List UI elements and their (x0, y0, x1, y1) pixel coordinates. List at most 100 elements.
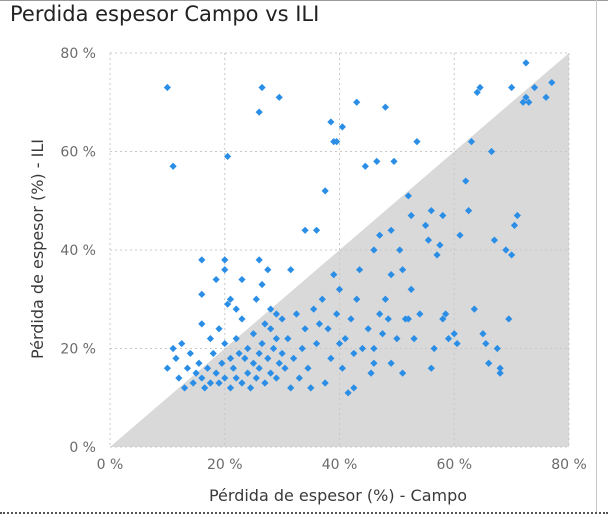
y-tick-label: 40 % (60, 243, 96, 259)
data-point (264, 266, 272, 274)
data-point (226, 384, 235, 392)
data-point (508, 83, 516, 92)
data-point (218, 359, 226, 367)
data-point (378, 330, 387, 338)
data-point (238, 275, 246, 284)
data-point (310, 305, 318, 313)
data-point (513, 211, 521, 220)
data-point (355, 266, 364, 274)
x-tick-label: 20 % (207, 457, 243, 473)
data-point (215, 325, 223, 333)
data-point (252, 295, 260, 303)
y-axis-label: Pérdida de espesor (%) - ILI (28, 139, 47, 359)
data-point (321, 379, 329, 387)
data-point (201, 384, 209, 392)
data-point (505, 315, 513, 323)
data-point (493, 344, 501, 353)
frame-top-border (0, 0, 608, 1)
data-point (330, 271, 338, 279)
data-point (261, 379, 269, 387)
x-tick-label: 60 % (436, 457, 472, 473)
data-point (387, 271, 395, 279)
data-point (373, 157, 381, 165)
data-point (321, 187, 329, 195)
data-point (281, 364, 289, 372)
data-point (255, 256, 263, 264)
data-point (384, 315, 392, 323)
data-point (301, 325, 309, 333)
data-point (404, 315, 412, 323)
data-point (404, 192, 412, 200)
data-point (189, 379, 197, 387)
data-points (163, 59, 556, 397)
x-tick-label: 80 % (551, 457, 587, 473)
data-point (407, 211, 415, 220)
data-point (470, 305, 478, 313)
data-point (232, 305, 240, 313)
data-point (410, 335, 418, 343)
y-tick-label: 20 % (60, 342, 96, 358)
data-point (278, 315, 286, 323)
data-point (258, 83, 266, 92)
data-point (221, 266, 229, 274)
data-point (163, 83, 171, 92)
chart-title: Perdida espesor Campo vs ILI (10, 2, 320, 26)
data-point (522, 59, 530, 67)
data-point (396, 246, 404, 254)
data-point (421, 221, 430, 229)
data-point (496, 369, 504, 377)
data-point (361, 162, 369, 170)
data-point (333, 138, 341, 146)
frame-right-border (596, 0, 597, 512)
data-point (442, 310, 450, 318)
data-point (327, 118, 335, 126)
data-point (203, 364, 212, 372)
data-point (335, 339, 344, 348)
data-point (180, 384, 189, 392)
data-point (338, 123, 346, 131)
data-point (482, 339, 490, 348)
data-point (324, 325, 332, 333)
data-point (255, 108, 263, 116)
data-point (387, 226, 395, 234)
data-point (226, 354, 235, 362)
data-point (490, 236, 499, 244)
data-point (249, 330, 258, 338)
data-point (175, 374, 183, 382)
data-point (427, 364, 435, 372)
y-tick-label: 60 % (60, 145, 96, 161)
data-point (169, 162, 177, 170)
data-point (367, 369, 375, 377)
gridlines (109, 52, 570, 448)
data-point (341, 335, 349, 343)
data-point (221, 339, 229, 348)
data-point (249, 359, 258, 367)
data-point (209, 349, 217, 358)
data-point (390, 157, 398, 165)
data-point (393, 335, 401, 343)
data-point (272, 310, 280, 318)
data-point (272, 374, 280, 382)
y-tick-label: 80 % (60, 46, 96, 62)
data-point (487, 147, 496, 156)
data-point (370, 344, 378, 353)
data-point (267, 369, 275, 377)
data-point (436, 241, 444, 249)
data-point (241, 354, 249, 362)
data-point (258, 339, 266, 348)
data-point (267, 325, 275, 333)
data-point (238, 315, 246, 323)
x-axis-label: Pérdida de espesor (%) - Campo (209, 486, 467, 505)
data-point (261, 320, 269, 328)
x-tick-label: 40 % (322, 457, 358, 473)
data-point (252, 374, 260, 382)
data-point (479, 330, 487, 338)
data-point (476, 83, 484, 92)
data-point (456, 231, 464, 239)
data-point (364, 325, 372, 333)
data-point (416, 310, 424, 318)
data-point (278, 349, 286, 358)
data-point (381, 103, 389, 111)
data-point (215, 379, 223, 387)
